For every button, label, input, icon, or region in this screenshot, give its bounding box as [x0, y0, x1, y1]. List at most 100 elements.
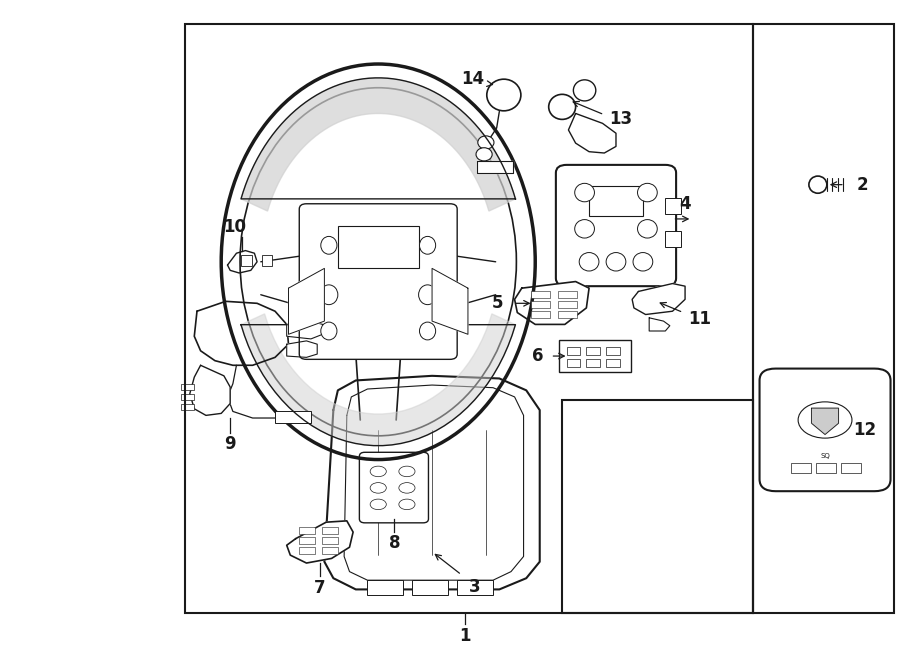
Bar [606, 347, 619, 355]
Bar [262, 254, 273, 266]
Bar [587, 359, 599, 367]
Ellipse shape [809, 176, 827, 193]
Ellipse shape [320, 285, 338, 305]
Bar [558, 291, 578, 298]
Bar [842, 463, 861, 473]
Bar [560, 340, 631, 372]
Ellipse shape [419, 322, 436, 340]
Ellipse shape [478, 136, 494, 149]
Bar [558, 301, 578, 308]
Bar [367, 580, 403, 594]
Text: 9: 9 [224, 436, 236, 453]
Bar [181, 404, 194, 410]
Ellipse shape [637, 220, 657, 238]
Text: 5: 5 [491, 295, 503, 312]
Bar [558, 311, 578, 318]
Bar [321, 547, 338, 554]
Ellipse shape [798, 402, 852, 438]
Bar [665, 198, 681, 214]
Bar [531, 291, 551, 298]
Bar [590, 186, 643, 216]
Bar [185, 24, 753, 613]
Bar [665, 231, 681, 247]
Ellipse shape [370, 483, 386, 493]
Ellipse shape [633, 252, 652, 271]
Polygon shape [632, 283, 685, 314]
Text: 12: 12 [853, 421, 876, 439]
Bar [567, 347, 580, 355]
Ellipse shape [370, 466, 386, 477]
Ellipse shape [476, 148, 492, 161]
FancyBboxPatch shape [760, 369, 890, 491]
Text: 8: 8 [389, 534, 400, 552]
Ellipse shape [573, 80, 596, 101]
Bar [791, 463, 811, 473]
Polygon shape [649, 318, 670, 331]
Text: 3: 3 [469, 578, 481, 596]
Polygon shape [515, 281, 590, 324]
Bar [531, 311, 551, 318]
Polygon shape [477, 161, 513, 173]
Bar [321, 528, 338, 534]
Text: 10: 10 [223, 218, 247, 236]
Ellipse shape [399, 499, 415, 510]
Ellipse shape [419, 236, 436, 254]
FancyBboxPatch shape [300, 204, 457, 359]
Ellipse shape [226, 70, 530, 453]
Bar [753, 24, 894, 613]
Text: 2: 2 [857, 175, 868, 194]
Text: 14: 14 [461, 70, 484, 88]
Bar [181, 384, 194, 391]
Text: 11: 11 [688, 310, 711, 328]
Polygon shape [287, 321, 322, 339]
Ellipse shape [580, 252, 598, 271]
Bar [562, 401, 753, 613]
Ellipse shape [575, 183, 595, 202]
Ellipse shape [487, 79, 521, 111]
Polygon shape [194, 301, 289, 365]
Polygon shape [569, 113, 616, 153]
Bar [300, 547, 315, 554]
Polygon shape [287, 341, 317, 357]
Bar [412, 580, 448, 594]
Bar [338, 226, 418, 268]
Polygon shape [190, 365, 230, 415]
FancyBboxPatch shape [359, 452, 428, 523]
Bar [606, 359, 619, 367]
Ellipse shape [549, 95, 576, 119]
Ellipse shape [606, 252, 626, 271]
Polygon shape [287, 521, 353, 563]
Ellipse shape [320, 236, 337, 254]
Bar [531, 301, 551, 308]
Text: 7: 7 [314, 579, 326, 597]
Text: 6: 6 [532, 347, 544, 365]
Polygon shape [289, 268, 324, 334]
Ellipse shape [575, 220, 595, 238]
Ellipse shape [399, 466, 415, 477]
Bar [241, 254, 252, 266]
Bar [816, 463, 836, 473]
Bar [321, 538, 338, 544]
Bar [567, 359, 580, 367]
Bar [181, 394, 194, 401]
Polygon shape [228, 251, 257, 273]
Bar [587, 347, 599, 355]
Polygon shape [324, 376, 540, 589]
Ellipse shape [637, 183, 657, 202]
FancyBboxPatch shape [556, 165, 676, 286]
Bar [300, 538, 315, 544]
Ellipse shape [320, 322, 337, 340]
Ellipse shape [370, 499, 386, 510]
Bar [457, 580, 493, 594]
Ellipse shape [418, 285, 436, 305]
Text: SQ: SQ [820, 453, 830, 459]
Text: 1: 1 [460, 626, 471, 645]
Polygon shape [812, 408, 839, 434]
Text: 4: 4 [680, 195, 691, 213]
Bar [275, 411, 310, 423]
Polygon shape [432, 268, 468, 334]
Ellipse shape [399, 483, 415, 493]
Text: 13: 13 [609, 110, 632, 128]
Polygon shape [241, 314, 516, 446]
Bar [300, 528, 315, 534]
